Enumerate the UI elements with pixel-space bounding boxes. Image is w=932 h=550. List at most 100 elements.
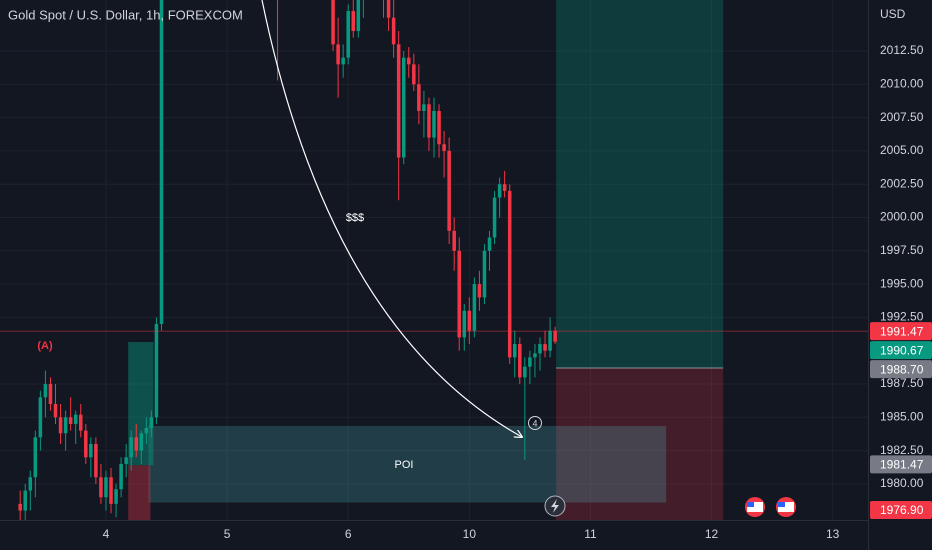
candle-body <box>38 397 43 438</box>
flag <box>778 502 794 512</box>
y-tick-label: 2002.50 <box>880 176 924 190</box>
zone <box>128 465 151 520</box>
chart-title: Gold Spot / U.S. Dollar, 1h, FOREXCOM <box>8 7 243 22</box>
price-tag <box>870 360 932 379</box>
candle-body <box>432 110 436 138</box>
candle-body <box>134 437 139 451</box>
candle-body <box>391 17 396 45</box>
candle-body <box>528 357 532 367</box>
candle-body <box>33 437 38 478</box>
y-tick-label: 1997.50 <box>880 243 924 257</box>
candle-body <box>23 490 27 511</box>
candle-body <box>487 237 492 251</box>
y-tick-label: 2007.50 <box>880 110 924 124</box>
candle-body <box>497 184 502 198</box>
candle-body <box>427 104 431 138</box>
candle-body <box>18 503 22 511</box>
candle-body <box>386 0 391 18</box>
price-tag-label: 1988.70 <box>880 362 924 376</box>
wave-4-label: 4 <box>532 418 537 428</box>
candle-body <box>492 197 497 238</box>
candle-body <box>144 427 149 434</box>
candle-body <box>467 310 472 331</box>
candle-body <box>417 84 421 111</box>
candle-body <box>543 344 547 351</box>
candle-body <box>159 0 164 325</box>
zone <box>556 0 724 369</box>
y-tick-label: 1995.00 <box>880 276 924 290</box>
candle-body <box>48 384 53 404</box>
candle-body <box>28 477 33 491</box>
price-tag-label: 1991.47 <box>880 324 924 338</box>
x-tick-label: 11 <box>584 527 597 541</box>
candle-body <box>452 230 456 251</box>
x-tick-label: 6 <box>345 527 352 541</box>
price-tag <box>870 322 932 341</box>
drawings: $$$ POI (A) 4 <box>37 0 796 517</box>
candle-body <box>507 190 512 358</box>
candle-body <box>396 44 401 158</box>
x-tick-label: 5 <box>224 527 231 541</box>
candle-body <box>447 150 451 231</box>
y-tick-label: 1992.50 <box>880 310 924 324</box>
x-tick-label: 4 <box>103 527 110 541</box>
candles <box>0 0 868 520</box>
candle-body <box>94 443 98 478</box>
candle-body <box>149 417 154 428</box>
liquidity-label: $$$ <box>346 212 364 224</box>
y-tick-label: 1982.50 <box>880 443 924 457</box>
wave-4-circle <box>528 416 542 430</box>
currency-label: USD <box>880 7 906 21</box>
price-tag <box>870 501 932 519</box>
zone <box>148 425 667 503</box>
candle-body <box>63 417 68 434</box>
candle-body <box>154 324 159 418</box>
candle-body <box>104 477 108 498</box>
zone <box>556 368 724 520</box>
y-tick-label: 2000.00 <box>880 210 924 224</box>
candle-body <box>73 414 78 424</box>
candle-body <box>124 457 128 464</box>
event-icon-bolt <box>551 499 559 513</box>
candle-body <box>462 310 467 338</box>
flag <box>747 502 763 512</box>
candle-body <box>109 477 113 504</box>
candle-body <box>356 0 361 32</box>
candle-body <box>437 110 441 145</box>
zones <box>128 0 724 520</box>
price-tag-label: 1990.67 <box>880 343 924 357</box>
price-tag-label: 1981.47 <box>880 457 924 471</box>
candle-body <box>78 414 83 431</box>
wave-a-label: (A) <box>37 340 53 352</box>
candle-body <box>477 284 482 298</box>
liquidity-arrow <box>261 0 522 437</box>
candle-body <box>68 417 73 424</box>
candle-body <box>457 250 461 338</box>
candle-body <box>43 384 48 398</box>
candle-body <box>84 430 88 458</box>
price-tag <box>870 455 932 474</box>
x-tick-label: 13 <box>826 527 840 541</box>
flag-canton <box>778 502 785 507</box>
candle-body <box>346 11 350 58</box>
y-tick-label: 1985.00 <box>880 409 924 423</box>
x-tick-label: 12 <box>705 527 719 541</box>
y-tick-label: 2005.00 <box>880 143 924 157</box>
candle-body <box>58 417 63 434</box>
candle-body <box>472 284 477 331</box>
candle-body <box>336 44 340 65</box>
candle-body <box>482 250 487 298</box>
candle-body <box>351 11 356 32</box>
candle-body <box>538 344 542 354</box>
poi-label: POI <box>395 459 414 471</box>
candle-body <box>129 437 133 458</box>
candle-body <box>341 57 345 65</box>
flag-canton <box>747 502 754 507</box>
candle-body <box>548 330 552 351</box>
candle-body <box>442 144 446 151</box>
candle-body <box>139 433 144 451</box>
candle-body <box>518 344 522 378</box>
candle-body <box>114 489 118 504</box>
candle-body <box>407 57 411 65</box>
